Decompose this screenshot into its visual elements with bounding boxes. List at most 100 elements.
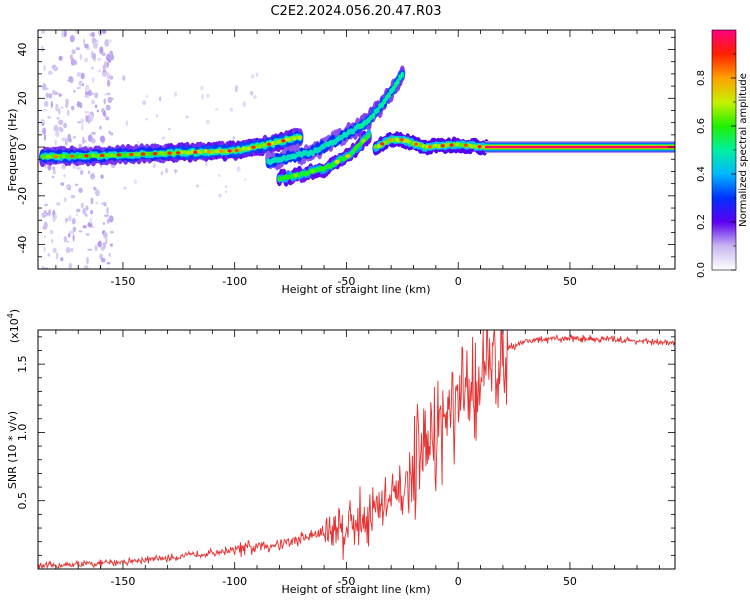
heatmap-cell <box>78 80 83 87</box>
heatmap-cell <box>101 52 106 56</box>
heatmap-cell <box>43 133 46 142</box>
heatmap-cell <box>48 93 53 99</box>
heatmap-cell <box>200 85 204 91</box>
heatmap-cell <box>75 30 79 34</box>
snr-multiplier-base: (x10 <box>8 318 21 343</box>
heatmap-cell <box>193 150 198 154</box>
heatmap-cell <box>152 163 156 169</box>
colorbar: 0.0 0.2 0.4 0.6 0.8 Normalized spectral ampl… <box>696 29 749 278</box>
heatmap-cell <box>102 222 106 225</box>
colorbar-tick-label: 0.8 <box>696 70 707 86</box>
heatmap-cell <box>109 75 114 80</box>
x-tick-label: 50 <box>563 575 577 588</box>
heatmap-cell <box>61 30 65 38</box>
heatmap-cell <box>56 117 60 120</box>
heatmap-cell <box>84 43 89 49</box>
y-tick-label: 40 <box>16 43 29 57</box>
heatmap-cell <box>72 226 77 232</box>
heatmap-cell <box>242 101 247 108</box>
y-tick-label: -40 <box>16 236 29 254</box>
colorbar-tick-label: 0.2 <box>696 214 707 230</box>
heatmap-cell <box>54 139 57 146</box>
heatmap-cell <box>160 171 164 176</box>
heatmap-cell <box>60 182 65 186</box>
heatmap-cell <box>108 252 111 257</box>
snr-multiplier-exp: 4 <box>6 313 15 318</box>
heatmap-cell <box>463 143 468 147</box>
heatmap-cell <box>43 210 48 218</box>
spectrogram-ylabel: Frequency (Hz) <box>6 109 19 192</box>
x-tick-label: -100 <box>222 575 247 588</box>
heatmap-cell <box>104 93 108 96</box>
heatmap-cell <box>109 243 114 247</box>
heatmap-cell <box>43 65 46 72</box>
heatmap-cell <box>251 145 256 149</box>
heatmap-cell <box>234 148 239 152</box>
heatmap-cell <box>99 153 105 158</box>
heatmap-cell <box>399 138 404 142</box>
snr-series-line <box>37 329 676 570</box>
heatmap-cell <box>87 248 93 251</box>
heatmap-cell <box>74 183 79 186</box>
heatmap-cell <box>59 127 64 133</box>
heatmap-cell <box>105 104 111 111</box>
heatmap-cell <box>69 230 75 234</box>
heatmap-cell <box>71 49 76 55</box>
heatmap-cell <box>232 136 235 140</box>
heatmap-cell <box>224 190 228 194</box>
heatmap-cell <box>123 186 127 190</box>
heatmap-cell <box>63 174 66 178</box>
heatmap-cell <box>109 39 112 43</box>
heatmap-cell <box>229 107 234 112</box>
heatmap-cell <box>174 91 178 97</box>
heatmap-cell <box>65 246 71 254</box>
heatmap-cell <box>281 139 286 143</box>
heatmap-cell <box>87 170 90 175</box>
heatmap-cell <box>133 179 137 184</box>
heatmap-cell <box>82 136 85 145</box>
heatmap-cell <box>69 54 73 60</box>
heatmap-cell <box>293 173 299 178</box>
heatmap-cell <box>320 167 326 172</box>
heatmap-cell <box>105 116 110 121</box>
heatmap-cell <box>56 252 59 260</box>
heatmap-cell <box>77 121 82 124</box>
heatmap-cell <box>72 234 75 242</box>
heatmap-cell <box>94 189 100 197</box>
colorbar-ticks: 0.0 0.2 0.4 0.6 0.8 <box>696 53 736 278</box>
snr-axes: -150 -100 -50 0 50 0.5 1.0 1.5 <box>16 330 675 588</box>
heatmap-cell <box>106 61 110 68</box>
heatmap-cell <box>90 172 96 180</box>
heatmap-cell <box>47 253 50 257</box>
heatmap-cell <box>81 123 84 131</box>
colorbar-tick-label: 0.0 <box>696 262 707 278</box>
heatmap-cell <box>41 265 44 269</box>
heatmap-cell <box>90 209 93 215</box>
heatmap-cell <box>414 142 418 146</box>
heatmap-cell <box>100 174 104 179</box>
heatmap-cell <box>70 154 75 158</box>
heatmap-cell <box>103 98 106 105</box>
heatmap-cell <box>375 107 380 114</box>
y-tick-label: 1.5 <box>16 355 29 373</box>
heatmap-cell <box>53 155 59 159</box>
heatmap-cell <box>100 257 106 263</box>
snr-xlabel: Height of straight line (km) <box>281 583 430 596</box>
heatmap-cell <box>50 100 53 109</box>
heatmap-cell <box>104 214 109 217</box>
heatmap-cell <box>345 154 351 159</box>
heatmap-cell <box>44 87 49 91</box>
heatmap-cell <box>477 145 482 149</box>
heatmap-cell <box>41 122 45 126</box>
heatmap-cell <box>43 235 47 238</box>
heatmap-cell <box>98 240 102 248</box>
heatmap-cell <box>76 72 82 77</box>
heatmap-cell <box>103 202 107 207</box>
constant-frequency-line <box>485 146 675 148</box>
snr-multiplier: (x104) <box>6 309 21 343</box>
heatmap-cell <box>44 203 48 207</box>
heatmap-cell <box>99 125 102 130</box>
heatmap-cell <box>152 152 158 156</box>
x-tick-label: 0 <box>455 275 462 288</box>
heatmap-cell <box>101 201 104 206</box>
